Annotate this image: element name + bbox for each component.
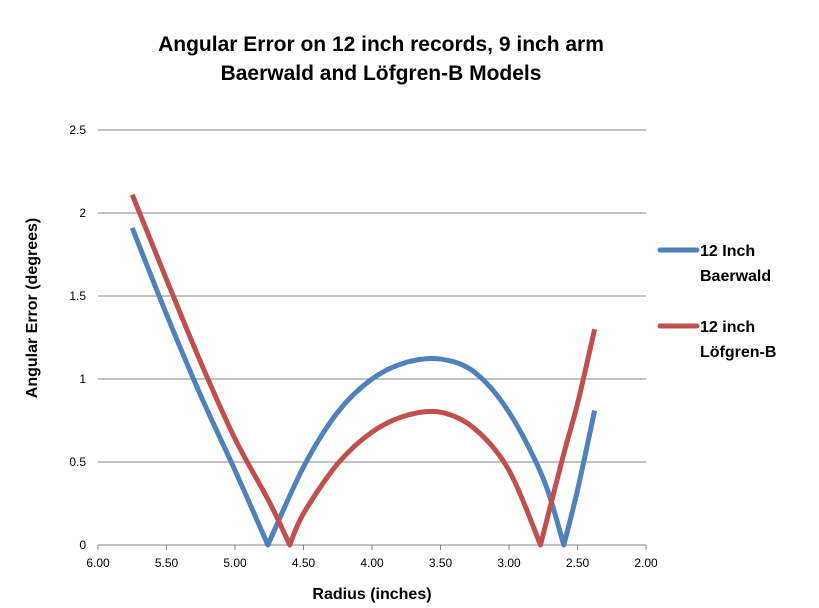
- y-tick-label: 1: [79, 372, 86, 386]
- legend-item-baerwald: 12 Inch Baerwald: [657, 243, 771, 285]
- y-tick-labels: 0 0.5 1 1.5 2 2.5: [69, 123, 86, 552]
- y-axis-label: Angular Error (degrees): [24, 218, 41, 398]
- y-tick-label: 0: [79, 538, 86, 552]
- x-axis-label: Radius (inches): [312, 586, 431, 603]
- series-line-lofgren-b: [129, 193, 598, 548]
- legend-label-baerwald-line-1: 12 Inch: [700, 243, 755, 260]
- x-tick-labels: 6.00 5.50 5.00 4.50 4.00 3.50 3.00 2.50 2.00: [86, 545, 658, 570]
- legend: 12 Inch Baerwald 12 inch Löfgren-B: [657, 243, 776, 361]
- y-tick-label: 0.5: [69, 455, 86, 469]
- x-tick-label: 5.50: [155, 556, 179, 570]
- legend-label-lofgren-b-line-1: 12 inch: [700, 319, 755, 336]
- y-tick-label: 2: [79, 206, 86, 220]
- series-lines: [129, 193, 598, 548]
- chart-title-line-2: Baerwald and Löfgren-B Models: [221, 62, 542, 85]
- x-tick-label: 5.00: [223, 556, 247, 570]
- x-tick-label: 4.50: [292, 556, 316, 570]
- series-line-baerwald: [129, 227, 598, 548]
- y-tick-label: 2.5: [69, 123, 86, 137]
- chart-title-line-1: Angular Error on 12 inch records, 9 inch…: [158, 33, 604, 56]
- x-tick-label: 3.50: [429, 556, 453, 570]
- gridlines: [98, 129, 646, 463]
- x-tick-label: 4.00: [360, 556, 384, 570]
- legend-label-lofgren-b-line-2: Löfgren-B: [700, 344, 776, 361]
- x-tick-label: 6.00: [86, 556, 110, 570]
- x-tick-label: 2.50: [566, 556, 590, 570]
- x-tick-label: 3.00: [497, 556, 521, 570]
- y-tick-label: 1.5: [69, 289, 86, 303]
- x-tick-label: 2.00: [634, 556, 658, 570]
- legend-item-lofgren-b: 12 inch Löfgren-B: [657, 319, 776, 361]
- legend-label-baerwald-line-2: Baerwald: [700, 268, 771, 285]
